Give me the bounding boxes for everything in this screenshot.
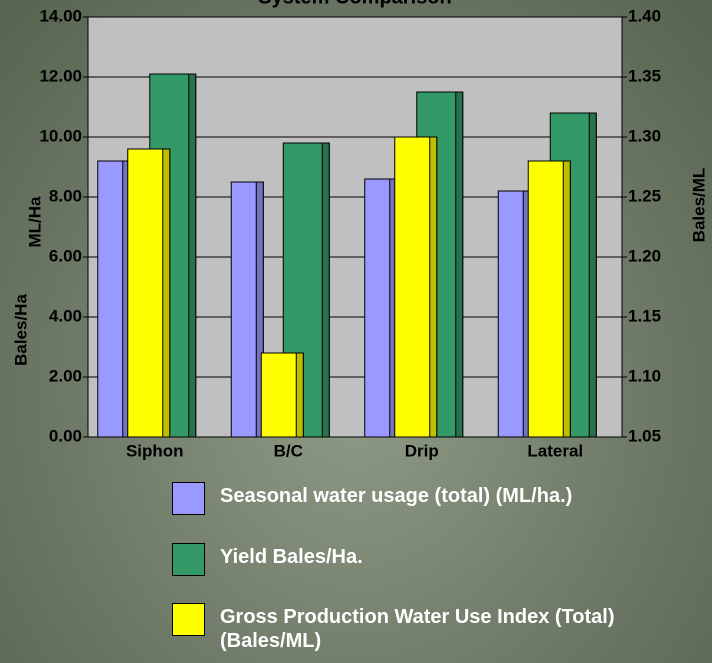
x-tick-label: Lateral bbox=[527, 441, 583, 460]
y2-tick-label: 1.20 bbox=[628, 246, 661, 265]
chart-title: System Comparison bbox=[258, 0, 451, 8]
y2-tick-label: 1.35 bbox=[628, 66, 661, 85]
bar-side bbox=[163, 149, 170, 437]
y-tick-label: 4.00 bbox=[49, 306, 82, 325]
y-tick-label: 14.00 bbox=[39, 6, 82, 25]
bar-side bbox=[322, 143, 329, 437]
legend-label: Seasonal water usage (total) (ML/ha.) bbox=[220, 484, 660, 508]
y2-tick-label: 1.10 bbox=[628, 366, 661, 385]
y-axis-label: Bales/Ha bbox=[11, 294, 30, 366]
bar-side bbox=[589, 113, 596, 437]
y2-tick-label: 1.05 bbox=[628, 426, 661, 445]
y-axis-label: ML/Ha bbox=[25, 196, 44, 248]
y2-tick-label: 1.40 bbox=[628, 6, 661, 25]
legend-label: Gross Production Water Use Index (Total)… bbox=[220, 605, 660, 653]
bar-side bbox=[296, 353, 303, 437]
legend-swatch bbox=[172, 482, 205, 515]
y-tick-label: 8.00 bbox=[49, 186, 82, 205]
x-tick-label: B/C bbox=[274, 441, 303, 460]
y-tick-label: 0.00 bbox=[49, 426, 82, 445]
bar-side bbox=[430, 137, 437, 437]
bar-side bbox=[189, 74, 196, 437]
x-tick-label: Siphon bbox=[126, 441, 184, 460]
y2-tick-label: 1.15 bbox=[628, 306, 661, 325]
legend-label: Yield Bales/Ha. bbox=[220, 545, 660, 569]
page: System Comparison ML/Ha Bales/Ha Bales/M… bbox=[0, 0, 712, 663]
y2-tick-label: 1.25 bbox=[628, 186, 661, 205]
y-tick-label: 2.00 bbox=[49, 366, 82, 385]
bar-side bbox=[563, 161, 570, 437]
y2-axis-label: Bales/ML bbox=[689, 168, 708, 243]
y-tick-label: 12.00 bbox=[39, 66, 82, 85]
legend-item: Yield Bales/Ha. bbox=[172, 543, 660, 576]
bar-side bbox=[456, 92, 463, 437]
legend-swatch bbox=[172, 543, 205, 576]
y-tick-label: 10.00 bbox=[39, 126, 82, 145]
x-tick-label: Drip bbox=[405, 441, 439, 460]
y2-tick-label: 1.30 bbox=[628, 126, 661, 145]
legend-item: Seasonal water usage (total) (ML/ha.) bbox=[172, 482, 660, 515]
y-tick-label: 6.00 bbox=[49, 246, 82, 265]
legend-item: Gross Production Water Use Index (Total)… bbox=[172, 603, 660, 653]
legend-swatch bbox=[172, 603, 205, 636]
